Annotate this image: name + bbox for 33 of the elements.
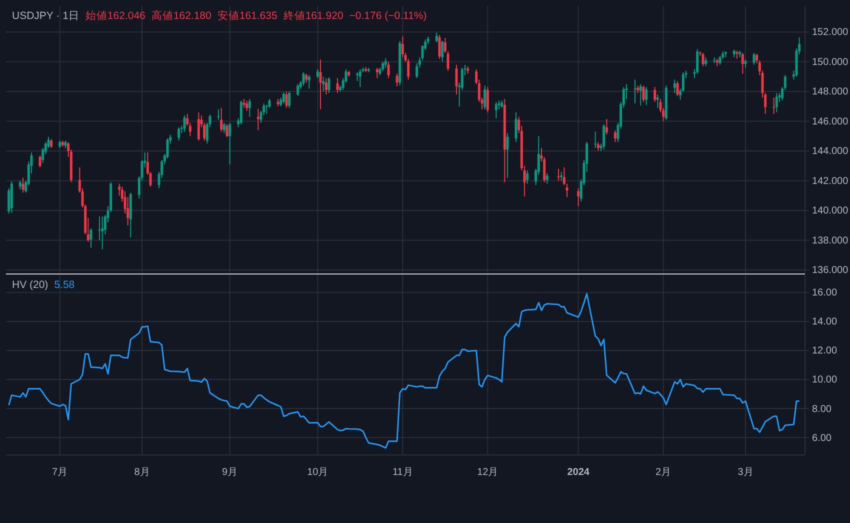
y-tick-label: 140.000 — [812, 206, 849, 217]
annotation: 始値162.046 — [85, 10, 146, 22]
annotation: 終値161.920 — [282, 10, 344, 22]
x-tick-label: 11月 — [392, 467, 413, 478]
x-tick-label: 9月 — [222, 467, 238, 478]
y-tick-label: 150.000 — [812, 56, 849, 68]
y-tick-label: 144.000 — [812, 146, 849, 158]
annotation: 高値162.180 — [151, 9, 212, 22]
y-tick-label: 146.000 — [812, 116, 849, 128]
y-tick-label: 16.00 — [812, 288, 838, 299]
x-tick-label: 7月 — [52, 467, 68, 478]
x-tick-label: 10月 — [307, 467, 328, 478]
y-tick-label: 142.000 — [812, 176, 849, 187]
x-tick-label: 12月 — [477, 467, 498, 478]
y-tick-label: 14.00 — [812, 316, 838, 328]
line-series — [8, 292, 800, 449]
y-tick-label: 148.000 — [812, 86, 849, 98]
annotation: 安値161.635 — [217, 9, 278, 22]
x-tick-label: 2月 — [656, 467, 672, 478]
x-tick-label: 8月 — [134, 467, 150, 478]
x-tick-label: 3月 — [738, 467, 754, 478]
y-tick-label: 152.000 — [812, 27, 849, 38]
y-tick-label: 12.00 — [812, 346, 838, 357]
chart-title: USDJPY · 1日 — [12, 10, 80, 22]
y-tick-label: 10.00 — [812, 374, 838, 386]
y-tick-label: 8.00 — [812, 404, 832, 415]
chart-title: HV (20) — [12, 279, 48, 291]
y-tick-label: 136.000 — [812, 265, 849, 276]
annotation: −0.176 (−0.11%) — [349, 10, 427, 22]
x-tick-label: 2024 — [567, 467, 590, 478]
annotation: 5.58 — [54, 279, 75, 291]
y-tick-label: 6.00 — [812, 432, 832, 444]
y-tick-label: 138.000 — [812, 235, 849, 246]
